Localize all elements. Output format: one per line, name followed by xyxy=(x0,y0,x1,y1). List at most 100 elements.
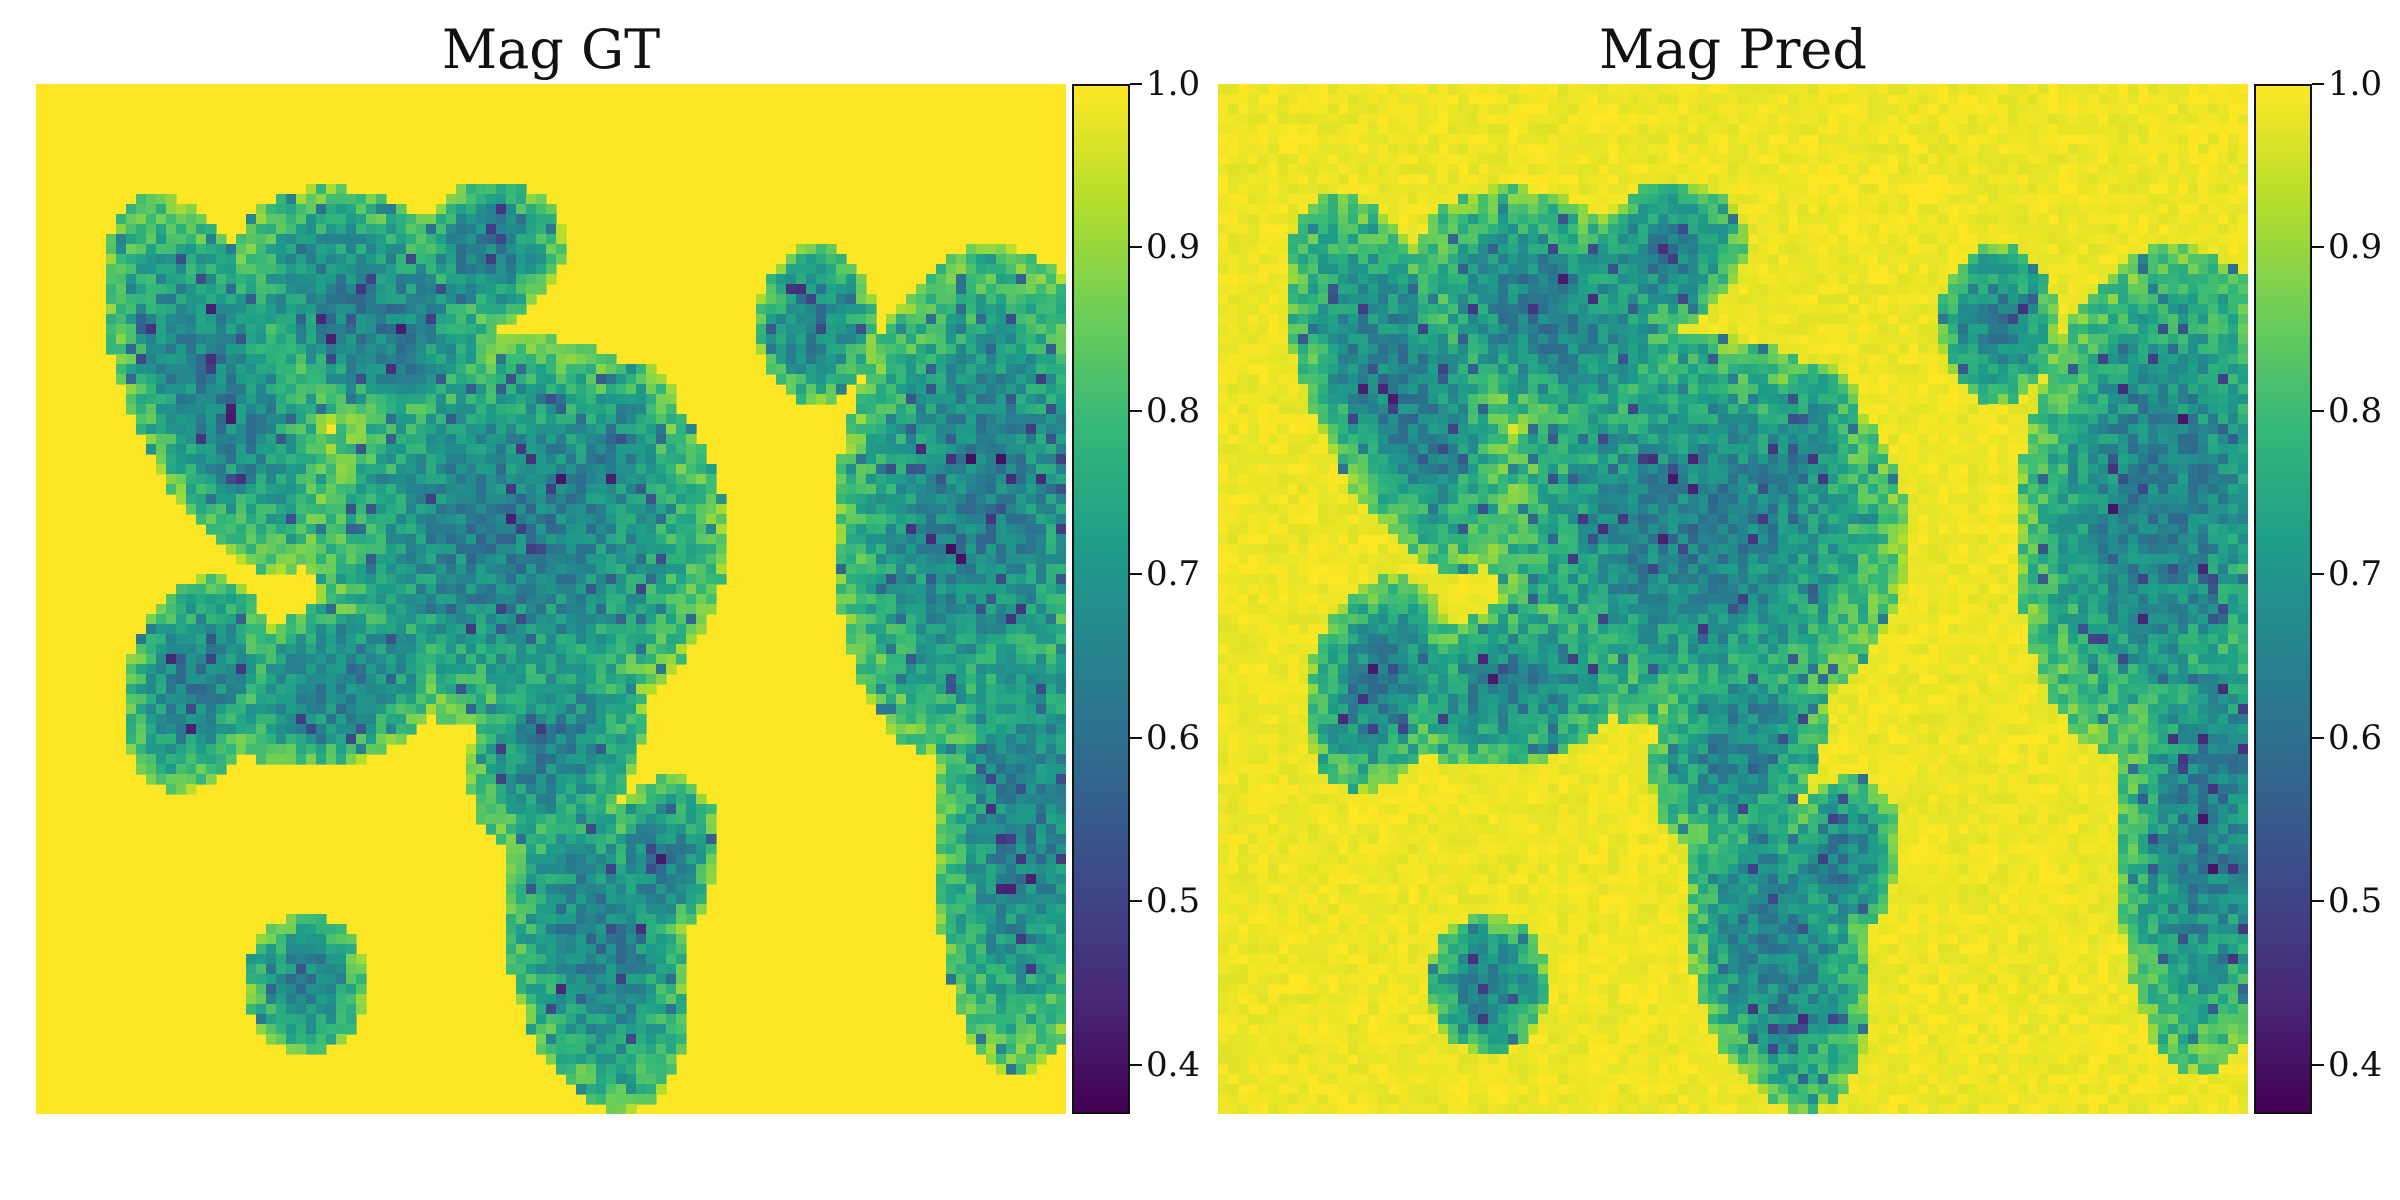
heatmap-cell xyxy=(196,414,207,425)
heatmap-cell xyxy=(376,444,387,455)
heatmap-cell xyxy=(376,404,387,415)
heatmap-cell xyxy=(306,374,317,385)
heatmap-cell xyxy=(636,724,647,735)
heatmap-cell xyxy=(886,584,897,595)
heatmap-cell xyxy=(376,464,387,475)
heatmap-cell xyxy=(636,454,647,465)
heatmap-cell xyxy=(976,784,987,795)
heatmap-cell xyxy=(386,404,397,415)
heatmap-cell xyxy=(166,594,177,605)
heatmap-cell xyxy=(496,524,507,535)
heatmap-cell xyxy=(526,854,537,865)
heatmap-cell xyxy=(336,224,347,235)
heatmap-cell xyxy=(276,674,287,685)
heatmap-cell xyxy=(626,694,637,705)
heatmap-cell xyxy=(416,394,427,405)
heatmap-cell xyxy=(296,324,307,335)
heatmap-cell xyxy=(466,414,477,425)
heatmap-cell xyxy=(1056,384,1066,395)
heatmap-cell xyxy=(656,824,667,835)
heatmap-cell xyxy=(606,834,617,845)
heatmap-cell xyxy=(516,814,527,825)
heatmap-cell xyxy=(976,374,987,385)
heatmap-cell xyxy=(906,384,917,395)
heatmap-cell xyxy=(926,274,937,285)
heatmap-cell xyxy=(676,874,687,885)
heatmap-cell xyxy=(316,644,327,655)
heatmap-cell xyxy=(916,524,927,535)
heatmap-cell xyxy=(1006,424,1017,435)
heatmap-cell xyxy=(326,404,337,415)
heatmap-cell xyxy=(426,684,437,695)
heatmap-cell xyxy=(1006,484,1017,495)
heatmap-cell xyxy=(1006,734,1017,745)
heatmap-cell xyxy=(176,644,187,655)
heatmap-cell xyxy=(936,904,947,915)
heatmap-cell xyxy=(536,874,547,885)
heatmap-cell xyxy=(336,404,347,415)
heatmap-cell xyxy=(1006,974,1017,985)
heatmap-cell xyxy=(376,294,387,305)
heatmap-cell xyxy=(646,404,657,415)
heatmap-cell xyxy=(606,674,617,685)
heatmap-cell xyxy=(596,584,607,595)
heatmap-cell xyxy=(496,724,507,735)
heatmap-cell xyxy=(166,214,177,225)
heatmap-cell xyxy=(1016,324,1027,335)
heatmap-cell xyxy=(1016,684,1027,695)
heatmap-cell xyxy=(406,614,417,625)
heatmap-cell xyxy=(146,614,157,625)
heatmap-cell xyxy=(496,714,507,725)
heatmap-cell xyxy=(656,884,667,895)
heatmap-cell xyxy=(196,514,207,525)
heatmap-cell xyxy=(376,514,387,525)
heatmap-cell xyxy=(856,304,867,315)
heatmap-cell xyxy=(246,384,257,395)
heatmap-cell xyxy=(1036,474,1047,485)
heatmap-cell xyxy=(606,984,617,995)
heatmap-cell xyxy=(526,384,537,395)
heatmap-cell xyxy=(876,374,887,385)
heatmap-cell xyxy=(376,684,387,695)
heatmap-cell xyxy=(496,794,507,805)
heatmap-cell xyxy=(976,594,987,605)
heatmap-cell xyxy=(146,664,157,675)
heatmap-cell xyxy=(176,784,187,795)
heatmap-cell xyxy=(936,654,947,665)
heatmap-cell xyxy=(206,464,217,475)
heatmap-cell xyxy=(246,734,257,745)
heatmap-cell xyxy=(276,364,287,375)
heatmap-cell xyxy=(596,974,607,985)
heatmap-cell xyxy=(516,994,527,1005)
heatmap-cell xyxy=(606,464,617,475)
heatmap-cell xyxy=(996,594,1007,605)
heatmap-cell xyxy=(946,674,957,685)
heatmap-cell xyxy=(226,434,237,445)
heatmap-cell xyxy=(286,694,297,705)
heatmap-cell xyxy=(486,784,497,795)
heatmap-cell xyxy=(916,544,927,555)
heatmap-cell xyxy=(236,294,247,305)
heatmap-cell xyxy=(596,384,607,395)
heatmap-cell xyxy=(396,284,407,295)
heatmap-cell xyxy=(966,984,977,995)
heatmap-cell xyxy=(606,744,617,755)
heatmap-cell xyxy=(996,994,1007,1005)
heatmap-cell xyxy=(326,534,337,545)
heatmap-cell xyxy=(406,214,417,225)
heatmap-cell xyxy=(426,604,437,615)
heatmap-cell xyxy=(346,234,357,245)
heatmap-cell xyxy=(556,824,567,835)
heatmap-cell xyxy=(686,854,697,865)
heatmap-cell xyxy=(196,674,207,685)
heatmap-cell xyxy=(636,664,647,675)
heatmap-cell xyxy=(596,794,607,805)
heatmap-cell xyxy=(696,574,707,585)
heatmap-cell xyxy=(216,434,227,445)
heatmap-cell xyxy=(326,274,337,285)
heatmap-cell xyxy=(156,274,167,285)
heatmap-cell xyxy=(866,314,877,325)
heatmap-cell xyxy=(206,644,217,655)
heatmap-cell xyxy=(956,614,967,625)
heatmap-cell xyxy=(186,204,197,215)
